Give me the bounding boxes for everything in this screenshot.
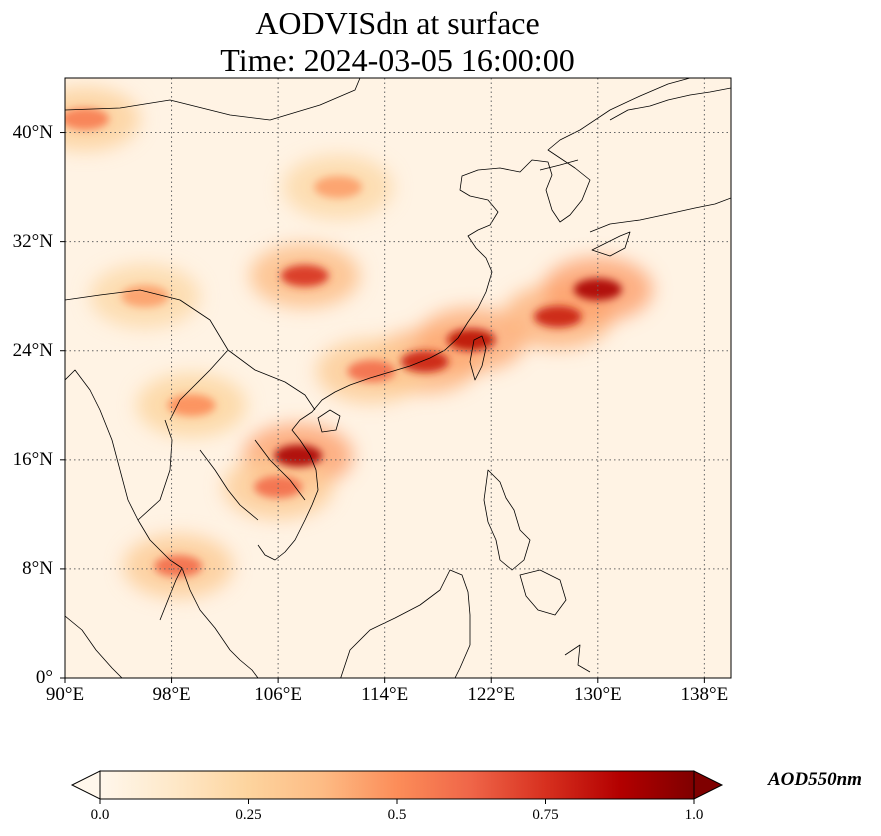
- colorbar-tick-label: 0.75: [532, 807, 559, 823]
- graticule: [65, 78, 731, 678]
- lon-tick-label: 138°E: [680, 684, 729, 705]
- colorbar-tick-label: 0.25: [235, 807, 262, 823]
- lat-tick-label: 0°: [35, 667, 53, 688]
- lon-tick-label: 122°E: [467, 684, 516, 705]
- aod-plume-5: [573, 278, 622, 301]
- aod-plume-9: [167, 394, 216, 417]
- lon-tick-label: 114°E: [361, 684, 409, 705]
- aod-plume-2: [400, 350, 449, 373]
- aod-plume-0: [280, 264, 329, 287]
- coastlines-and-borders: [65, 78, 731, 678]
- colorbar-tick-label: 0.5: [387, 807, 407, 823]
- aod-plume-10: [65, 107, 109, 130]
- aod-plume-3: [447, 328, 496, 351]
- aod-plume-12: [347, 360, 396, 383]
- colorbar-tick-label: 1.0: [684, 807, 704, 823]
- lat-tick-label: 24°N: [12, 339, 53, 361]
- lat-tick-label: 8°N: [22, 557, 53, 579]
- map-title: AODVISdn at surface: [255, 5, 540, 41]
- map-frame: [64, 77, 732, 679]
- lat-tick-label: 40°N: [12, 121, 53, 143]
- colorbar-title: AOD550nm: [768, 769, 862, 790]
- aod-plume-4: [533, 305, 582, 328]
- colorbar-extend-low: [70, 770, 101, 800]
- lon-tick-label: 90°E: [45, 684, 85, 705]
- colorbar-tick-label: 0.0: [90, 807, 110, 823]
- colorbar-extend-high: [693, 770, 724, 800]
- aod-plume-7: [254, 476, 303, 499]
- map-subtitle-time: Time: 2024-03-05 16:00:00: [220, 42, 575, 78]
- lon-tick-label: 130°E: [573, 684, 622, 705]
- lon-tick-label: 106°E: [254, 684, 302, 705]
- lon-tick-label: 98°E: [152, 684, 191, 705]
- colorbar-gradient: [99, 770, 695, 800]
- aod-plume-6: [274, 444, 323, 467]
- aod-plume-1: [314, 176, 363, 199]
- lat-tick-label: 32°N: [12, 230, 53, 252]
- aod-plume-8: [154, 555, 203, 578]
- lat-tick-label: 16°N: [12, 448, 53, 470]
